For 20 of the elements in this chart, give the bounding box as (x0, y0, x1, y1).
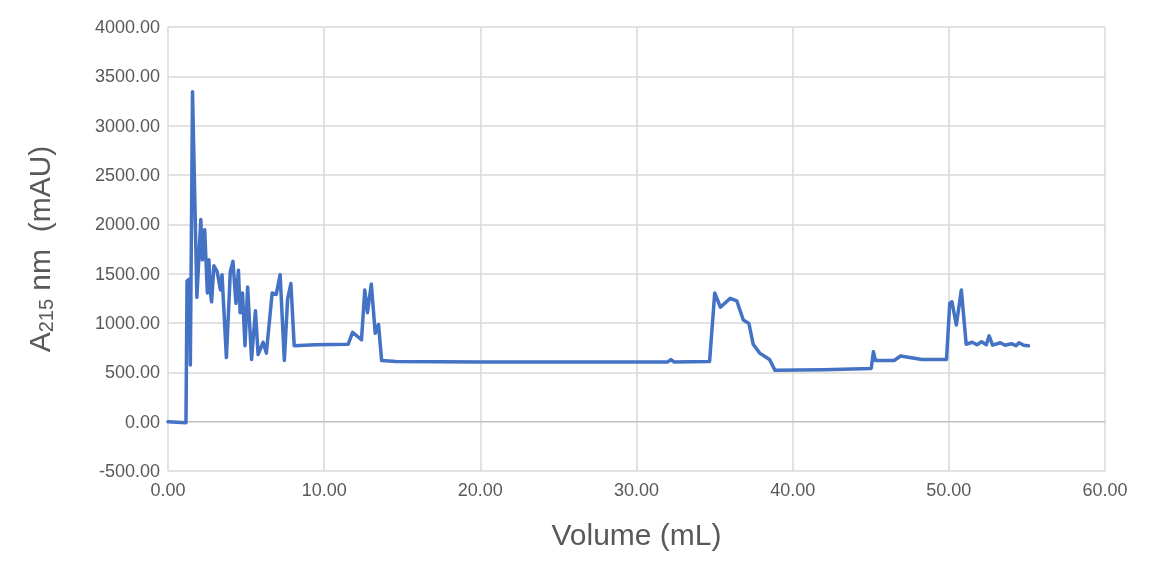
y-tick-label: 2500.00 (94, 165, 160, 185)
y-tick-label: 4000.00 (94, 17, 160, 37)
y-tick-label: 2000.00 (94, 214, 160, 235)
x-tick-label: 50.00 (926, 480, 972, 500)
y-tick-label: 1000.00 (94, 313, 160, 333)
x-tick-label: 40.00 (770, 480, 816, 500)
y-tick-label: 500.00 (104, 362, 160, 383)
x-tick-label: 30.00 (613, 480, 660, 500)
y-tick-label: -500.00 (98, 461, 160, 481)
y-axis-title: A215 nm (mAU) (22, 145, 57, 353)
x-tick-label: 10.00 (301, 480, 347, 500)
y-tick-label: 0.00 (124, 411, 160, 432)
x-tick-label: 0.00 (150, 480, 186, 500)
x-tick-label: 20.00 (457, 480, 503, 500)
x-tick-label: 60.00 (1082, 480, 1128, 500)
x-axis-title: Volume (mL) (551, 517, 722, 551)
line-series (166, 89, 1031, 425)
y-tick-label: 3000.00 (94, 115, 160, 136)
y-tick-label: 3500.00 (94, 66, 160, 87)
y-tick-label: 1500.00 (94, 263, 160, 284)
